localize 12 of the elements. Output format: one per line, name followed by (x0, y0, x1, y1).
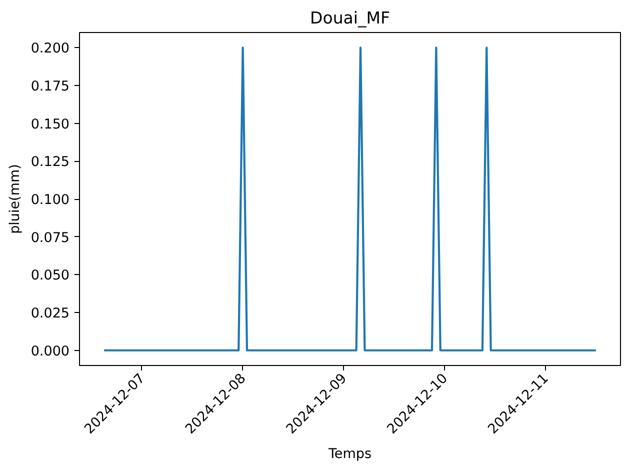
y-tick-label: 0.200 (30, 40, 70, 57)
y-tick-label: 0.175 (30, 78, 70, 94)
y-axis-title: pluie(mm) (6, 164, 23, 234)
y-tick-label: 0.050 (30, 268, 70, 284)
x-axis-title: Temps (327, 446, 372, 462)
y-tick-label: 0.125 (30, 154, 70, 170)
y-tick-label: 0.150 (30, 116, 70, 132)
y-tick-label: 0.075 (30, 230, 70, 246)
y-tick-label: 0.100 (30, 192, 70, 208)
chart-title: Douai_MF (310, 8, 390, 28)
y-tick-label: 0.000 (30, 343, 70, 360)
y-tick-label: 0.025 (30, 306, 70, 322)
